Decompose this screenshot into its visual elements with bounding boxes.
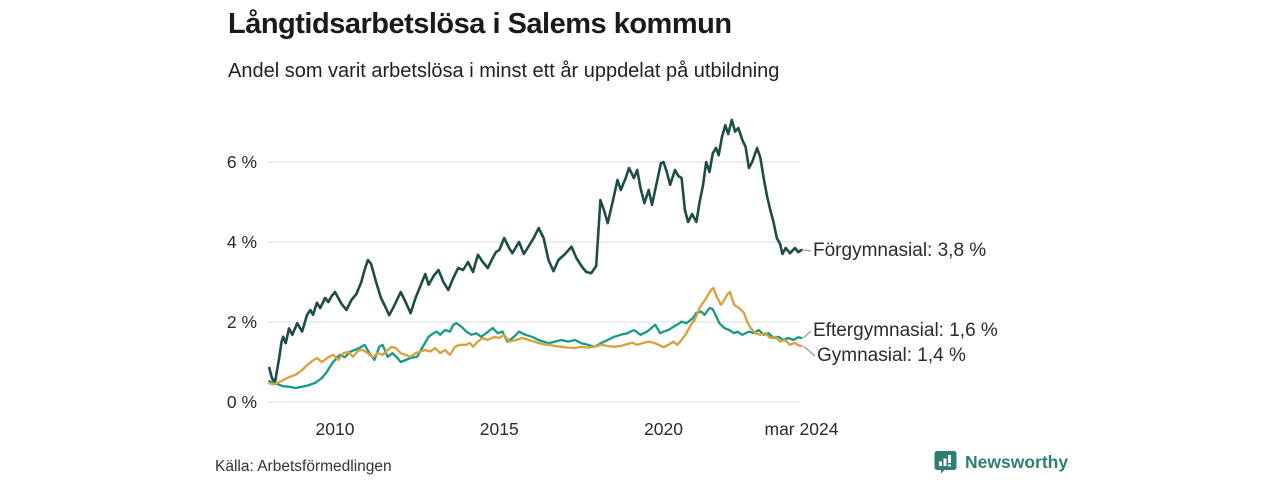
axis-tick-labels: 0 % 2 % 4 % 6 % 2010 2015 2020 mar 2024 [227, 152, 839, 439]
series-label-gymnasial: Gymnasial: 1,4 % [817, 345, 966, 366]
newsworthy-brand-name: Newsworthy [965, 451, 1069, 472]
svg-text:2 %: 2 % [227, 312, 257, 332]
svg-text:2010: 2010 [316, 419, 355, 439]
source-note: Källa: Arbetsförmedlingen [215, 458, 392, 475]
svg-text:0 %: 0 % [227, 392, 257, 412]
svg-text:4 %: 4 % [227, 232, 257, 252]
svg-text:mar 2024: mar 2024 [765, 419, 839, 439]
series-lines [267, 118, 803, 390]
label-connectors [803, 249, 816, 357]
svg-text:2020: 2020 [644, 419, 683, 439]
chart-subtitle: Andel som varit arbetslösa i minst ett å… [228, 60, 780, 82]
gridlines [268, 161, 800, 403]
newsworthy-logo[interactable]: Newsworthy [934, 450, 1068, 474]
svg-text:6 %: 6 % [227, 152, 257, 172]
svg-text:2015: 2015 [480, 419, 519, 439]
newsworthy-chart-bubble-icon [934, 450, 957, 474]
series-label-forgymnasial: Förgymnasial: 3,8 % [813, 240, 987, 261]
series-label-eftergymnasial: Eftergymnasial: 1,6 % [813, 320, 998, 341]
page-title: Långtidsarbetslösa i Salems kommun [228, 8, 732, 40]
